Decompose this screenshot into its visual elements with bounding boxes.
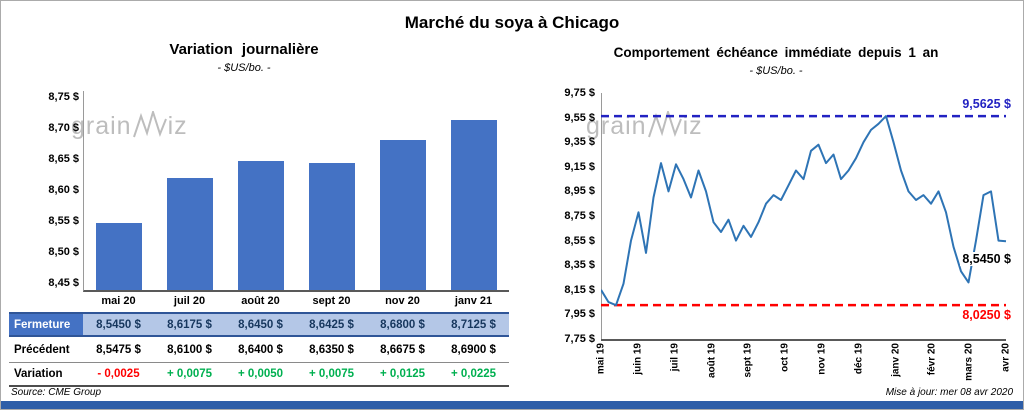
line-chart-title: Comportement échéance immédiate depuis 1… bbox=[613, 45, 939, 60]
bar-slot bbox=[367, 91, 438, 290]
table-cell-fermeture: 8,6450 $ bbox=[225, 312, 296, 337]
line-y-tick: 8,95 $ bbox=[564, 185, 595, 198]
bar-slot bbox=[84, 91, 155, 290]
grainwiz-watermark: grain iz bbox=[71, 111, 188, 141]
line-y-tick: 8,35 $ bbox=[564, 259, 595, 272]
line-chart-x-labels: mai 19 juin 19 juil 19 août 19 sept 19 oct 19… bbox=[596, 343, 1012, 389]
bar-slot bbox=[226, 91, 297, 290]
bar-y-tick: 8,45 $ bbox=[48, 276, 79, 289]
bar-x-label: août 20 bbox=[241, 295, 280, 307]
table-cell-precedent: 8,6675 $ bbox=[380, 343, 425, 356]
line-x-label: mars 20 bbox=[963, 343, 975, 381]
line-x-label: oct 19 bbox=[779, 343, 791, 372]
table-cell-precedent: 8,6350 $ bbox=[309, 343, 354, 356]
table-row-label-precedent: Précédent bbox=[14, 343, 70, 356]
line-x-label: août 19 bbox=[706, 343, 717, 379]
watermark-zigzag-icon bbox=[132, 111, 167, 138]
line-x-label: juin 19 bbox=[632, 343, 644, 375]
line-x-label: févr 20 bbox=[926, 343, 938, 376]
table-cell-precedent: 8,6400 $ bbox=[238, 343, 283, 356]
table-cell-precedent: 8,6100 $ bbox=[167, 343, 212, 356]
bar-y-tick: 8,75 $ bbox=[48, 91, 79, 104]
bar-chart-title: Variation journalière bbox=[169, 41, 319, 58]
line-y-tick: 7,95 $ bbox=[564, 308, 595, 321]
line-x-label: mai 19 bbox=[595, 343, 607, 375]
bar-nov-20 bbox=[379, 140, 426, 290]
table-cell-precedent: 8,6900 $ bbox=[451, 343, 496, 356]
source-note: Source: CME Group bbox=[11, 387, 102, 398]
updated-note: Mise à jour: mer 08 avr 2020 bbox=[885, 387, 1013, 398]
bar-y-tick: 8,70 $ bbox=[48, 122, 79, 135]
table-cell-fermeture: 8,5450 $ bbox=[83, 312, 154, 337]
watermark-zigzag-icon bbox=[647, 111, 682, 138]
table-cell-variation: + 0,0075 bbox=[296, 362, 367, 387]
table-row-label-fermeture: Fermeture bbox=[9, 312, 83, 337]
table-cell-variation: + 0,0050 bbox=[225, 362, 296, 387]
table-cell-fermeture: 8,6175 $ bbox=[154, 312, 225, 337]
bar-chart-plot bbox=[83, 91, 509, 292]
table-cell-fermeture: 8,7125 $ bbox=[438, 312, 509, 337]
bar-janv-21 bbox=[450, 120, 497, 290]
line-y-tick: 8,55 $ bbox=[564, 234, 595, 247]
bar-chart-subtitle: - $US/bo. - bbox=[217, 62, 271, 74]
bar-x-label: juil 20 bbox=[173, 295, 206, 307]
bar-y-tick: 8,50 $ bbox=[48, 245, 79, 258]
bar-sept-20 bbox=[308, 162, 355, 290]
table-cell-fermeture: 8,6425 $ bbox=[296, 312, 367, 337]
table-cell-variation: + 0,0125 bbox=[367, 362, 438, 387]
watermark-text-suffix: iz bbox=[682, 112, 703, 140]
watermark-text-prefix: grain bbox=[71, 112, 132, 140]
page-title: Marché du soya à Chicago bbox=[404, 13, 620, 32]
line-x-label: déc 19 bbox=[853, 343, 865, 375]
line-x-label: sept 19 bbox=[742, 343, 754, 378]
table-cell-fermeture: 8,6800 $ bbox=[367, 312, 438, 337]
line-x-label: janv 20 bbox=[890, 343, 901, 377]
bar-slot bbox=[296, 91, 367, 290]
bar-slot bbox=[438, 91, 509, 290]
bar-chart-x-labels: mai 20 juil 20 août 20 sept 20 nov 20 janv 21 bbox=[9, 295, 509, 307]
line-y-tick: 9,55 $ bbox=[564, 111, 595, 124]
bar-x-label: nov 20 bbox=[385, 295, 420, 307]
table-cell-precedent: 8,5475 $ bbox=[96, 343, 141, 356]
low-price-annotation: 8,0250 $ bbox=[960, 308, 1013, 322]
bar-x-label: mai 20 bbox=[101, 295, 136, 307]
watermark-text-suffix: iz bbox=[167, 112, 188, 140]
bar-slot bbox=[155, 91, 226, 290]
line-y-tick: 8,75 $ bbox=[564, 210, 595, 222]
bar-y-tick: 8,55 $ bbox=[48, 214, 79, 227]
line-chart-y-axis: 9,75 $ 9,55 $ 9,35 $ 9,15 $ 8,95 $ 8,75 $ 8,55… bbox=[541, 87, 595, 345]
table-cell-variation: + 0,0225 bbox=[438, 362, 509, 387]
bar-y-tick: 8,65 $ bbox=[48, 153, 79, 166]
high-price-annotation: 9,5625 $ bbox=[960, 97, 1013, 111]
price-line bbox=[601, 115, 1007, 307]
line-y-tick: 7,75 $ bbox=[564, 333, 595, 345]
bar-x-label: janv 21 bbox=[454, 295, 493, 307]
bar-juil-20 bbox=[167, 178, 214, 290]
line-y-tick: 8,15 $ bbox=[564, 283, 595, 296]
line-y-tick: 9,15 $ bbox=[564, 160, 595, 173]
line-y-tick: 9,75 $ bbox=[564, 87, 595, 99]
quotes-table: Fermeture 8,5450 $8,6175 $8,6450 $8,6425 … bbox=[9, 312, 509, 387]
bottom-accent-bar bbox=[1, 401, 1023, 409]
line-x-label: nov 19 bbox=[816, 343, 828, 375]
bar-y-tick: 8,60 $ bbox=[48, 183, 79, 196]
table-row-label-variation: Variation bbox=[9, 362, 83, 387]
bar-chart-y-axis: 8,75 $ 8,70 $ 8,65 $ 8,60 $ 8,55 $ 8,50 $ 8,45… bbox=[25, 91, 79, 292]
bar-mai-20 bbox=[96, 222, 143, 290]
bar-août-20 bbox=[238, 161, 285, 290]
last-price-annotation: 8,5450 $ bbox=[960, 252, 1013, 266]
line-chart-subtitle: - $US/bo. - bbox=[749, 65, 803, 77]
table-cell-variation: - 0,0025 bbox=[83, 362, 154, 387]
x-label-spacer bbox=[9, 295, 83, 307]
bar-x-label: sept 20 bbox=[312, 295, 351, 307]
line-y-tick: 9,35 $ bbox=[564, 136, 595, 149]
line-x-label: juil 19 bbox=[669, 343, 681, 372]
line-chart-plot bbox=[601, 93, 1007, 341]
table-cell-variation: + 0,0075 bbox=[154, 362, 225, 387]
line-x-label: avr 20 bbox=[1000, 343, 1012, 372]
